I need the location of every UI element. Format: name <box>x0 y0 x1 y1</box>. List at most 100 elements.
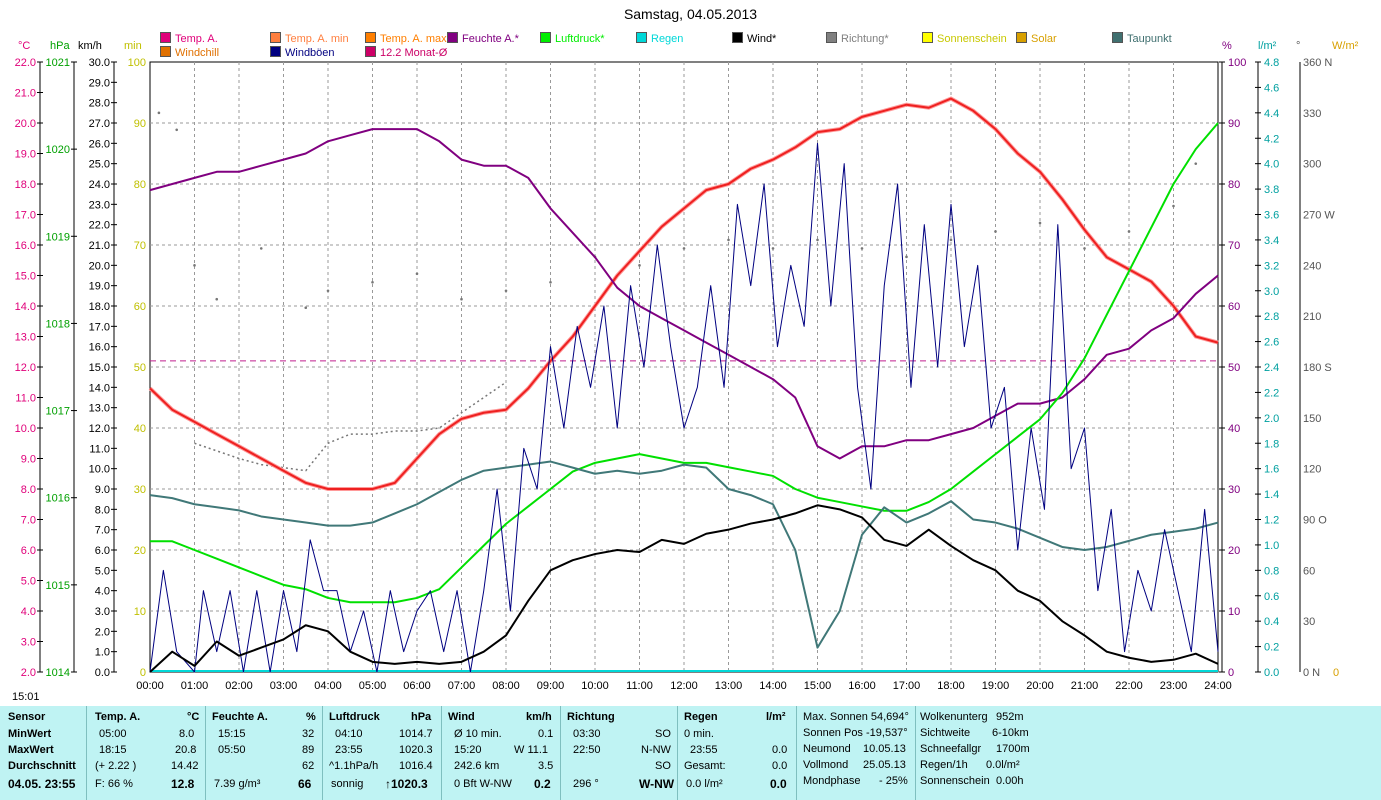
temp_c-tick-label: 11.0 <box>15 393 36 405</box>
legend-label: 12.2 Monat-Ø <box>380 47 448 59</box>
wind-r2a: 15:20 <box>454 744 482 756</box>
press-header: Luftdruck <box>329 711 380 723</box>
direction-dot <box>1083 247 1086 250</box>
wind_kmh-tick-label: 26.0 <box>89 138 110 150</box>
temp_c-tick-label: 12.0 <box>15 362 36 374</box>
unit-kmh: km/h <box>78 40 102 52</box>
dir-tick-label: 180 S <box>1303 362 1332 374</box>
direction-col: Richtung 03:30 SO 22:50 N-NW SO 296 ° W-… <box>561 706 678 800</box>
rain_lm2-tick-label: 4.4 <box>1264 108 1279 120</box>
direction-dot <box>1194 162 1198 165</box>
rain_lm2-tick-label: 2.6 <box>1264 337 1279 349</box>
sun-r3b: 10.05.13 <box>863 743 906 755</box>
wind-line <box>149 504 1219 673</box>
rain_lm2-tick-label: 3.8 <box>1264 184 1279 196</box>
dir-tick-label: 330 <box>1303 108 1321 120</box>
temp-min-time: 05:00 <box>99 728 127 740</box>
x-tick-label: 06:00 <box>403 680 431 692</box>
rain_lm2-tick-label: 1.4 <box>1264 489 1279 501</box>
legend-label: Wind* <box>747 33 777 45</box>
legend-swatch <box>160 32 171 43</box>
hum-unit: % <box>306 711 316 723</box>
solar-tick-label: 0 <box>1333 667 1339 679</box>
wind-unit: km/h <box>526 711 552 723</box>
x-tick-label: 02:00 <box>225 680 253 692</box>
misc-r5a: Sonnenschein <box>920 775 990 787</box>
legend-item: Luftdruck* <box>540 32 605 45</box>
time-strip: 15:01 <box>0 690 1381 706</box>
direction-dot <box>193 264 196 267</box>
dir-tick-label: 150 <box>1303 413 1321 425</box>
pressure-col: Luftdruck hPa 04:10 1014.7 23:55 1020.3 … <box>323 706 442 800</box>
rain_lm2-tick-label: 3.0 <box>1264 286 1279 298</box>
wind-header: Wind <box>448 711 475 723</box>
dir-header: Richtung <box>567 711 615 723</box>
feuchte-a-line <box>149 128 1219 460</box>
direction-dot <box>259 247 263 250</box>
x-tick-label: 21:00 <box>1071 680 1099 692</box>
wind_kmh-tick-label: 21.0 <box>89 240 110 252</box>
legend-swatch <box>732 32 743 43</box>
rain-r3b: 0.0 <box>772 760 788 772</box>
x-tick-label: 03:00 <box>270 680 298 692</box>
maxwert-label: MaxWert <box>8 744 54 756</box>
temp_c-tick-label: 9.0 <box>21 454 36 466</box>
temp_c-tick-label: 3.0 <box>21 637 36 649</box>
rain-r3a: Gesamt: <box>684 760 726 772</box>
legend-item: Temp. A. max <box>365 32 447 45</box>
wind_kmh-tick-label: 17.0 <box>89 321 110 333</box>
legend-item: Regen <box>636 32 683 45</box>
temp-max-value: 20.8 <box>175 744 197 756</box>
sensor-header: Sensor <box>8 711 46 723</box>
sun_min-tick-label: 0 <box>140 667 146 679</box>
legend-item: Solar <box>1016 32 1057 45</box>
humidity_pct-tick-label: 0 <box>1228 667 1234 679</box>
wind-r4a: 0 Bft W-NW <box>454 778 512 790</box>
hum-abs: 7.39 g/m³ <box>214 778 261 790</box>
wind_kmh-tick-label: 5.0 <box>95 565 110 577</box>
legend-label: Solar <box>1031 33 1057 45</box>
legend-item: Windchill <box>160 46 219 59</box>
weather-chart: 00:00 01:00 02:00 03:00 04:00 05:00 06:00 07:00… <box>15 57 1340 706</box>
direction-dot <box>949 238 953 242</box>
press-min-time: 04:10 <box>335 728 363 740</box>
press-max-value: 1020.3 <box>399 744 433 756</box>
chart-series <box>148 96 1219 673</box>
temp_c-tick-label: 2.0 <box>21 667 36 679</box>
legend-swatch <box>540 32 551 43</box>
unit-min: min <box>124 40 142 52</box>
hum-max-time: 05:50 <box>218 744 246 756</box>
temp_c-tick-label: 19.0 <box>15 149 36 161</box>
press-current: ↑1020.3 <box>385 777 428 791</box>
dir-tick-label: 120 <box>1303 464 1321 476</box>
legend-swatch <box>365 32 376 43</box>
press-trend: ^1.1hPa/h <box>329 760 379 772</box>
rain_lm2-tick-label: 0.0 <box>1264 667 1279 679</box>
misc-r1b: 952m <box>996 711 1024 723</box>
temp-feel: F: 66 % <box>95 778 133 790</box>
direction-dot <box>816 238 819 242</box>
misc-r4a: Regen/1h <box>920 759 968 771</box>
dir-r1a: 03:30 <box>573 728 601 740</box>
legend-swatch <box>365 46 376 57</box>
rain_lm2-tick-label: 3.6 <box>1264 210 1279 222</box>
x-tick-label: 11:00 <box>626 680 653 692</box>
wind-r3b: 3.5 <box>538 760 554 772</box>
temp-unit: °C <box>187 711 200 723</box>
x-tick-label: 22:00 <box>1115 680 1143 692</box>
dir-tick-label: 30 <box>1303 616 1315 628</box>
legend-label: Luftdruck* <box>555 33 605 45</box>
wind_kmh-tick-label: 0.0 <box>95 667 110 679</box>
sun_min-tick-label: 20 <box>134 545 146 557</box>
dir-r2b: N-NW <box>641 744 671 756</box>
x-tick-label: 14:00 <box>759 680 787 692</box>
rain_lm2-tick-label: 0.2 <box>1264 642 1279 654</box>
legend-label: Temp. A. <box>175 33 218 45</box>
x-tick-label: 20:00 <box>1026 680 1054 692</box>
direction-dot <box>371 280 374 284</box>
hum-max-value: 89 <box>302 744 315 756</box>
sun_min-tick-label: 10 <box>134 606 146 618</box>
humidity_pct-tick-label: 90 <box>1228 118 1240 130</box>
unit-hpa: hPa <box>50 40 70 52</box>
rain-r1a: 0 min. <box>684 728 714 740</box>
